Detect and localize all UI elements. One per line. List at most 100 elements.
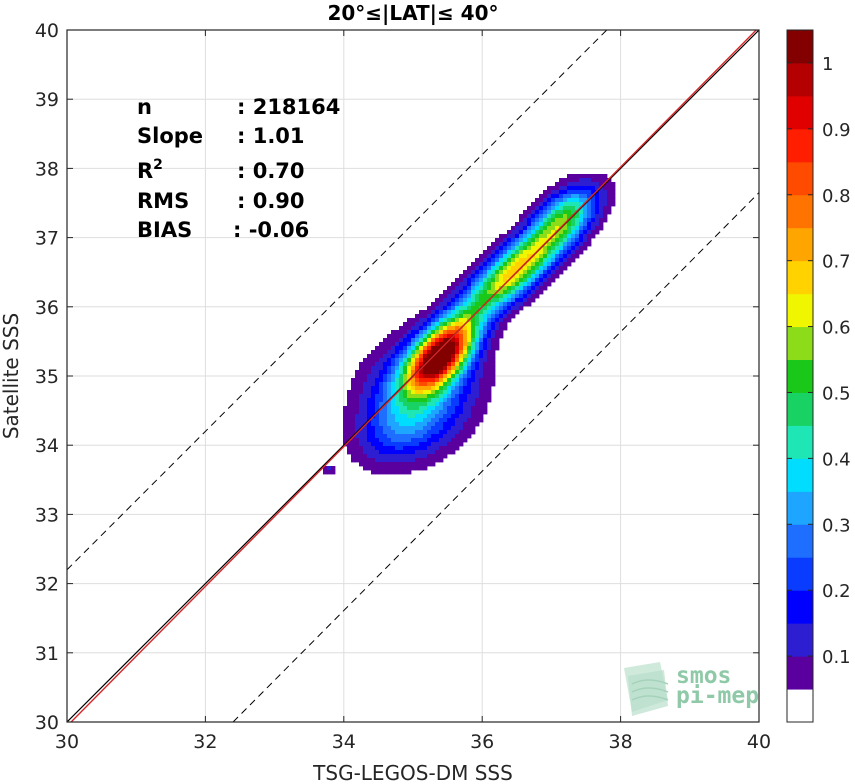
density-cell: [419, 386, 424, 391]
density-cell: [447, 414, 452, 419]
density-cell: [487, 258, 492, 263]
density-cell: [387, 386, 392, 391]
density-cell: [523, 250, 528, 255]
density-cell: [559, 210, 564, 215]
density-cell: [415, 330, 420, 335]
density-cell: [463, 362, 468, 367]
density-cell: [511, 310, 516, 315]
density-cell: [507, 294, 512, 299]
density-cell: [491, 278, 496, 283]
density-cell: [543, 218, 548, 223]
density-cell: [431, 350, 436, 355]
density-cell: [571, 178, 576, 183]
density-cell: [439, 394, 444, 399]
density-cell: [375, 414, 380, 419]
density-cell: [487, 378, 492, 383]
density-cell: [423, 402, 428, 407]
density-cell: [403, 454, 408, 459]
density-cell: [527, 238, 532, 243]
density-cell: [487, 382, 492, 387]
density-cell: [423, 350, 428, 355]
density-cell: [603, 178, 608, 183]
density-cell: [499, 294, 504, 299]
density-cell: [539, 230, 544, 235]
density-cell: [383, 466, 388, 471]
density-cell: [467, 266, 472, 271]
density-cell: [559, 250, 564, 255]
density-cell: [439, 314, 444, 319]
density-cell: [439, 358, 444, 363]
density-cell: [475, 314, 480, 319]
density-cell: [415, 378, 420, 383]
density-cell: [543, 226, 548, 231]
density-cell: [391, 386, 396, 391]
density-cell: [455, 410, 460, 415]
density-cell: [491, 382, 496, 387]
density-cell: [555, 254, 560, 259]
density-cell: [403, 322, 408, 327]
density-cell: [479, 390, 484, 395]
density-cell: [467, 374, 472, 379]
density-cell: [499, 334, 504, 339]
density-cell: [415, 374, 420, 379]
density-cell: [419, 422, 424, 427]
density-cell: [447, 302, 452, 307]
density-cell: [499, 250, 504, 255]
density-cell: [399, 434, 404, 439]
density-cell: [583, 210, 588, 215]
density-cell: [491, 286, 496, 291]
stat-label: Slope: [137, 124, 203, 148]
density-cell: [463, 338, 468, 343]
density-cell: [411, 334, 416, 339]
density-cell: [451, 370, 456, 375]
density-cell: [391, 454, 396, 459]
density-cell: [439, 410, 444, 415]
density-cell: [487, 286, 492, 291]
density-cell: [447, 322, 452, 327]
density-cell: [419, 354, 424, 359]
density-cell: [551, 274, 556, 279]
density-cell: [511, 230, 516, 235]
density-cell: [439, 330, 444, 335]
density-cell: [455, 390, 460, 395]
density-cell: [391, 470, 396, 475]
density-cell: [483, 326, 488, 331]
density-cell: [343, 414, 348, 419]
density-cell: [499, 270, 504, 275]
density-cell: [391, 426, 396, 431]
density-cell: [519, 230, 524, 235]
density-cell: [431, 438, 436, 443]
density-cell: [387, 418, 392, 423]
density-cell: [387, 410, 392, 415]
density-cell: [411, 322, 416, 327]
density-cell: [447, 434, 452, 439]
density-cell: [535, 266, 540, 271]
density-cell: [399, 358, 404, 363]
density-cell: [403, 470, 408, 475]
density-cell: [487, 362, 492, 367]
density-cell: [459, 414, 464, 419]
density-cell: [447, 410, 452, 415]
density-cell: [379, 418, 384, 423]
density-cell: [527, 290, 532, 295]
density-cell: [375, 386, 380, 391]
density-cell: [471, 270, 476, 275]
density-cell: [519, 262, 524, 267]
density-cell: [539, 222, 544, 227]
density-cell: [591, 198, 596, 203]
density-cell: [579, 222, 584, 227]
density-cell: [587, 178, 592, 183]
density-cell: [403, 390, 408, 395]
density-cell: [519, 278, 524, 283]
density-cell: [367, 458, 372, 463]
density-cell: [555, 270, 560, 275]
density-cell: [487, 350, 492, 355]
density-cell: [395, 330, 400, 335]
density-cell: [415, 418, 420, 423]
density-cell: [451, 302, 456, 307]
density-cell: [423, 334, 428, 339]
density-cell: [475, 298, 480, 303]
density-cell: [547, 218, 552, 223]
density-cell: [495, 346, 500, 351]
density-cell: [575, 226, 580, 231]
